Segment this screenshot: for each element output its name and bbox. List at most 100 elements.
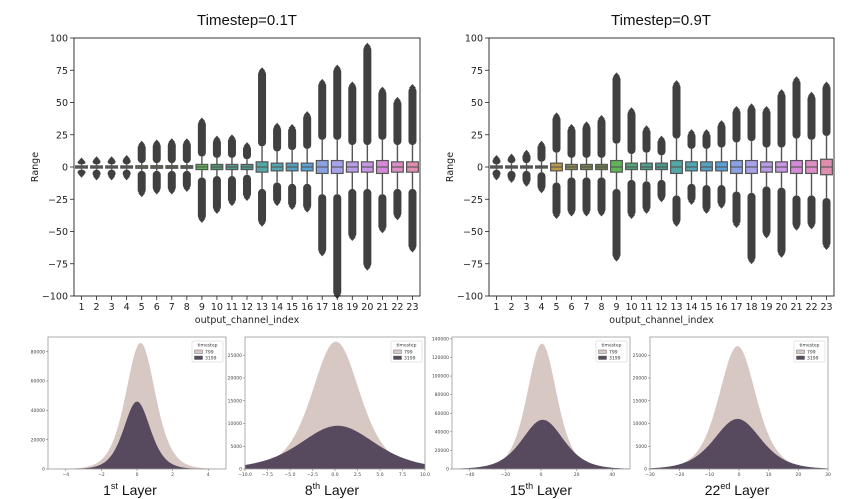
outlier-marker [243, 142, 251, 147]
outlier-marker [598, 114, 605, 119]
outlier-marker [273, 202, 281, 207]
legend-title: timestep [800, 343, 820, 349]
legend-swatch-3199 [598, 355, 607, 360]
legend-label: 3199 [609, 355, 621, 361]
outliers-high [243, 145, 251, 160]
outliers-high [122, 157, 131, 165]
outliers-low [318, 194, 327, 254]
outlier-marker [168, 138, 176, 143]
legend-label: 3199 [807, 355, 819, 361]
outliers-high [107, 159, 116, 165]
outlier-marker [718, 204, 725, 209]
outliers-high [582, 124, 591, 158]
outliers-high [612, 75, 621, 144]
outliers-low [597, 177, 606, 214]
box-channel-17 [315, 78, 329, 257]
x-tick-label: 17 [730, 302, 742, 313]
outlier-marker [78, 173, 86, 178]
y-tick-label: 20000 [31, 437, 45, 443]
outlier-marker [378, 86, 386, 91]
outliers-low [152, 170, 161, 192]
density-chart-3: 0 20000 40000 60000 80000 100000 120000 140000 −… [432, 336, 631, 498]
outliers-low [393, 188, 402, 218]
outlier-marker [123, 176, 131, 181]
box-channel-12 [240, 142, 254, 201]
outliers-high [288, 127, 297, 151]
x-tick-label: 1 [493, 302, 499, 313]
box-channel-12 [655, 135, 668, 203]
outliers-high [657, 138, 666, 156]
outlier-marker [763, 234, 770, 239]
outliers-high [777, 92, 786, 148]
legend-swatch-799 [598, 349, 607, 354]
outlier-marker [213, 135, 221, 140]
outliers-low [137, 170, 146, 195]
outliers-high [597, 117, 606, 158]
y-tick-label: 100000 [432, 374, 449, 380]
caption-text: Layer [533, 482, 572, 498]
x-tick-label: 21 [790, 302, 802, 313]
x-tick-label: 2 [94, 302, 100, 313]
x-tick-label: −20 [501, 472, 511, 478]
outlier-marker [553, 112, 560, 117]
outliers-low [612, 188, 621, 259]
box-channel-9 [195, 117, 209, 223]
x-tick-label: 8 [184, 302, 190, 313]
y-tick-label: 0 [239, 467, 242, 473]
outlier-marker [393, 96, 401, 101]
y-tick-label: 20000 [228, 376, 242, 382]
x-tick-label: 9 [613, 302, 619, 313]
x-tick-label: 40 [609, 472, 615, 478]
x-tick-label: 10 [766, 472, 772, 478]
y-tick-label: −25 [463, 195, 483, 206]
caption-number: 22 [705, 482, 721, 498]
y-tick-label: 60000 [435, 411, 449, 417]
y-tick-label: −50 [463, 227, 483, 238]
density-area-799 [452, 343, 630, 469]
outliers-high [137, 143, 146, 164]
outliers-low [777, 187, 786, 255]
outlier-marker [378, 229, 386, 234]
outliers-low [107, 169, 116, 178]
density-area-3199 [48, 401, 226, 469]
box-channel-19 [760, 105, 773, 239]
outliers-high [227, 137, 236, 158]
x-axis-label: output_channel_index [195, 315, 300, 326]
y-tick-label: 0 [477, 163, 483, 174]
outliers-low [227, 176, 236, 204]
legend-swatch-3199 [194, 355, 203, 360]
outlier-marker [123, 154, 131, 159]
box-channel-2 [90, 156, 104, 181]
outlier-marker [228, 134, 236, 139]
density-chart-4: 0 5000 10000 15000 20000 25000 −30 −20 −10 0 10 20 3… [633, 336, 831, 498]
x-axis-label: output_channel_index [609, 315, 714, 326]
boxplot-chart-2: Timestep=0.9T1007550250−25−50−75−100Rang… [445, 12, 835, 326]
outliers-high [702, 132, 711, 149]
x-tick-label: 4 [124, 302, 130, 313]
outlier-marker [583, 121, 590, 126]
outliers-high [552, 115, 561, 153]
outlier-marker [733, 224, 740, 229]
outliers-high [822, 84, 831, 137]
x-tick-label: 17 [316, 302, 328, 313]
density-area-3199 [452, 419, 630, 469]
outliers-low [732, 191, 741, 226]
outlier-marker [793, 226, 800, 231]
x-tick-label: 0 [136, 472, 139, 478]
outliers-high [507, 156, 516, 164]
box-iqr [640, 162, 653, 171]
outliers-high [197, 120, 206, 157]
x-tick-label: −7.5 [262, 472, 273, 478]
outliers-high [318, 81, 327, 140]
outliers-low [167, 170, 176, 192]
y-tick-label: 80000 [435, 392, 449, 398]
box-iqr [685, 161, 698, 172]
x-tick-label: 3 [523, 302, 529, 313]
y-tick-label: 5000 [636, 444, 648, 450]
outliers-low [642, 181, 651, 211]
outliers-high [807, 94, 816, 140]
x-tick-label: 16 [715, 302, 727, 313]
outliers-low [582, 177, 591, 214]
x-tick-label: 19 [760, 302, 772, 313]
x-tick-label: 20 [775, 302, 787, 313]
